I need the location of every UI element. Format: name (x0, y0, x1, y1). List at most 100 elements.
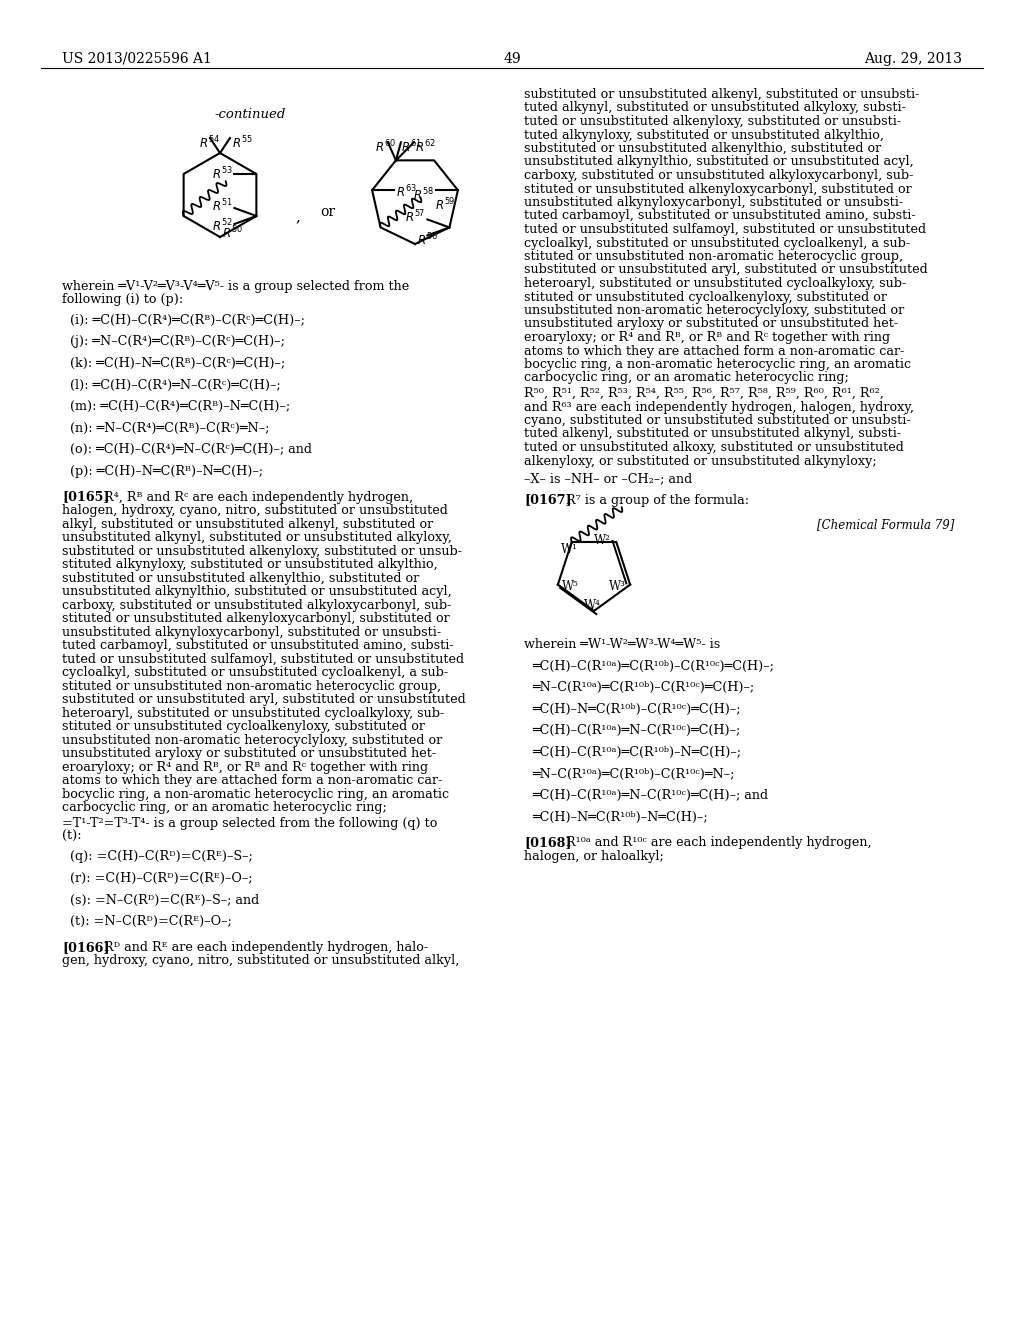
Text: (n): ═N–C(R⁴)═C(Rᴮ)–C(Rᶜ)═N–;: (n): ═N–C(R⁴)═C(Rᴮ)–C(Rᶜ)═N–; (70, 422, 269, 434)
Text: following (i) to (p):: following (i) to (p): (62, 293, 183, 306)
Text: bocyclic ring, a non-aromatic heterocyclic ring, an aromatic: bocyclic ring, a non-aromatic heterocycl… (62, 788, 450, 800)
Text: $R^{59}$: $R^{59}$ (435, 197, 456, 214)
Text: (o): ═C(H)–C(R⁴)═N–C(Rᶜ)═C(H)–; and: (o): ═C(H)–C(R⁴)═N–C(Rᶜ)═C(H)–; and (70, 444, 312, 457)
Text: tuted or unsubstituted sulfamoyl, substituted or unsubstituted: tuted or unsubstituted sulfamoyl, substi… (524, 223, 926, 236)
Text: halogen, or haloalkyl;: halogen, or haloalkyl; (524, 850, 664, 863)
Text: unsubstituted non-aromatic heterocyclyloxy, substituted or: unsubstituted non-aromatic heterocyclylo… (524, 304, 904, 317)
Text: (p): ═C(H)–N═C(Rᴮ)–N═C(H)–;: (p): ═C(H)–N═C(Rᴮ)–N═C(H)–; (70, 465, 263, 478)
Text: unsubstituted alkynyloxycarbonyl, substituted or unsubsti-: unsubstituted alkynyloxycarbonyl, substi… (524, 195, 903, 209)
Text: [0168]: [0168] (524, 837, 571, 849)
Text: -continued: -continued (215, 108, 287, 121)
Text: ═C(H)–N═C(R¹⁰ᵇ)–N═C(H)–;: ═C(H)–N═C(R¹⁰ᵇ)–N═C(H)–; (532, 810, 708, 824)
Text: Aug. 29, 2013: Aug. 29, 2013 (864, 51, 962, 66)
Text: ═C(H)–C(R¹⁰ᵃ)═N–C(R¹⁰ᶜ)═C(H)–; and: ═C(H)–C(R¹⁰ᵃ)═N–C(R¹⁰ᶜ)═C(H)–; and (532, 789, 768, 803)
Text: W³: W³ (609, 581, 626, 593)
Text: (l): ═C(H)–C(R⁴)═N–C(Rᶜ)═C(H)–;: (l): ═C(H)–C(R⁴)═N–C(Rᶜ)═C(H)–; (70, 379, 281, 392)
Text: $R^{51}$: $R^{51}$ (212, 198, 232, 214)
Text: substituted or unsubstituted aryl, substituted or unsubstituted: substituted or unsubstituted aryl, subst… (524, 264, 928, 276)
Text: substituted or unsubstituted alkenylthio, substituted or: substituted or unsubstituted alkenylthio… (62, 572, 419, 585)
Text: tuted carbamoyl, substituted or unsubstituted amino, substi-: tuted carbamoyl, substituted or unsubsti… (62, 639, 454, 652)
Text: W¹: W¹ (561, 543, 579, 556)
Text: (i): ═C(H)–C(R⁴)═C(Rᴮ)–C(Rᶜ)═C(H)–;: (i): ═C(H)–C(R⁴)═C(Rᴮ)–C(Rᶜ)═C(H)–; (70, 314, 305, 327)
Text: US 2013/0225596 A1: US 2013/0225596 A1 (62, 51, 212, 66)
Text: (m): ═C(H)–C(R⁴)═C(Rᴮ)–N═C(H)–;: (m): ═C(H)–C(R⁴)═C(Rᴮ)–N═C(H)–; (70, 400, 290, 413)
Text: R⁷ is a group of the formula:: R⁷ is a group of the formula: (566, 494, 750, 507)
Text: (r): =C(H)–C(Rᴰ)=C(Rᴱ)–O–;: (r): =C(H)–C(Rᴰ)=C(Rᴱ)–O–; (70, 873, 253, 884)
Text: $R^{58}$: $R^{58}$ (413, 187, 434, 203)
Text: cycloalkyl, substituted or unsubstituted cycloalkenyl, a sub-: cycloalkyl, substituted or unsubstituted… (524, 236, 910, 249)
Text: (q): =C(H)–C(Rᴰ)=C(Rᴱ)–S–;: (q): =C(H)–C(Rᴰ)=C(Rᴱ)–S–; (70, 850, 253, 863)
Text: =T¹-T²=T³-T⁴- is a group selected from the following (q) to: =T¹-T²=T³-T⁴- is a group selected from t… (62, 817, 437, 829)
Text: stituted or unsubstituted cycloalkenyloxy, substituted or: stituted or unsubstituted cycloalkenylox… (62, 719, 425, 733)
Text: substituted or unsubstituted alkenyl, substituted or unsubsti-: substituted or unsubstituted alkenyl, su… (524, 88, 920, 102)
Text: unsubstituted aryloxy or substituted or unsubstituted het-: unsubstituted aryloxy or substituted or … (62, 747, 436, 760)
Text: (t): =N–C(Rᴰ)=C(Rᴱ)–O–;: (t): =N–C(Rᴰ)=C(Rᴱ)–O–; (70, 915, 231, 928)
Text: carboxy, substituted or unsubstituted alkyloxycarbonyl, sub-: carboxy, substituted or unsubstituted al… (524, 169, 913, 182)
Text: wherein ═V¹-V²═V³-V⁴═V⁵- is a group selected from the: wherein ═V¹-V²═V³-V⁴═V⁵- is a group sele… (62, 280, 410, 293)
Text: (s): =N–C(Rᴰ)=C(Rᴱ)–S–; and: (s): =N–C(Rᴰ)=C(Rᴱ)–S–; and (70, 894, 259, 907)
Text: unsubstituted aryloxy or substituted or unsubstituted het-: unsubstituted aryloxy or substituted or … (524, 318, 898, 330)
Text: carbocyclic ring, or an aromatic heterocyclic ring;: carbocyclic ring, or an aromatic heteroc… (524, 371, 849, 384)
Text: (t):: (t): (62, 830, 82, 843)
Text: tuted alkynyl, substituted or unsubstituted alkyloxy, substi-: tuted alkynyl, substituted or unsubstitu… (524, 102, 906, 115)
Text: (j): ═N–C(R⁴)═C(Rᴮ)–C(Rᶜ)═C(H)–;: (j): ═N–C(R⁴)═C(Rᴮ)–C(Rᶜ)═C(H)–; (70, 335, 285, 348)
Text: stituted or unsubstituted non-aromatic heterocyclic group,: stituted or unsubstituted non-aromatic h… (62, 680, 441, 693)
Text: substituted or unsubstituted alkenylthio, substituted or: substituted or unsubstituted alkenylthio… (524, 143, 882, 154)
Text: tuted or unsubstituted sulfamoyl, substituted or unsubstituted: tuted or unsubstituted sulfamoyl, substi… (62, 652, 464, 665)
Text: $R^{53}$: $R^{53}$ (212, 166, 232, 182)
Text: [0165]: [0165] (62, 491, 110, 503)
Text: $R^{55}$: $R^{55}$ (232, 135, 253, 152)
Text: cyano, substituted or unsubstituted substituted or unsubsti-: cyano, substituted or unsubstituted subs… (524, 414, 910, 426)
Text: W⁴: W⁴ (584, 599, 600, 612)
Text: heteroaryl, substituted or unsubstituted cycloalkyloxy, sub-: heteroaryl, substituted or unsubstituted… (62, 706, 444, 719)
Text: $R^{62}$: $R^{62}$ (415, 139, 435, 154)
Text: stituted or unsubstituted alkenyloxycarbonyl, substituted or: stituted or unsubstituted alkenyloxycarb… (62, 612, 450, 626)
Text: Rᴰ and Rᴱ are each independently hydrogen, halo-: Rᴰ and Rᴱ are each independently hydroge… (104, 941, 428, 954)
Text: substituted or unsubstituted aryl, substituted or unsubstituted: substituted or unsubstituted aryl, subst… (62, 693, 466, 706)
Text: R⁴, Rᴮ and Rᶜ are each independently hydrogen,: R⁴, Rᴮ and Rᶜ are each independently hyd… (104, 491, 413, 503)
Text: or: or (319, 205, 335, 219)
Text: wherein ═W¹-W²═W³-W⁴═W⁵- is: wherein ═W¹-W²═W³-W⁴═W⁵- is (524, 638, 720, 651)
Text: [0167]: [0167] (524, 494, 571, 507)
Text: $R^{50}$: $R^{50}$ (222, 224, 243, 242)
Text: stituted or unsubstituted cycloalkenyloxy, substituted or: stituted or unsubstituted cycloalkenylox… (524, 290, 887, 304)
Text: unsubstituted alkynyloxycarbonyl, substituted or unsubsti-: unsubstituted alkynyloxycarbonyl, substi… (62, 626, 441, 639)
Text: $R^{52}$: $R^{52}$ (212, 218, 232, 235)
Text: cycloalkyl, substituted or unsubstituted cycloalkenyl, a sub-: cycloalkyl, substituted or unsubstituted… (62, 667, 449, 678)
Text: $R^{57}$: $R^{57}$ (406, 209, 425, 226)
Text: tuted alkenyl, substituted or unsubstituted alkynyl, substi-: tuted alkenyl, substituted or unsubstitu… (524, 428, 901, 441)
Text: stituted alkynyloxy, substituted or unsubstituted alkylthio,: stituted alkynyloxy, substituted or unsu… (62, 558, 437, 572)
Text: atoms to which they are attached form a non-aromatic car-: atoms to which they are attached form a … (524, 345, 904, 358)
Text: [Chemical Formula 79]: [Chemical Formula 79] (816, 517, 954, 531)
Text: bocyclic ring, a non-aromatic heterocyclic ring, an aromatic: bocyclic ring, a non-aromatic heterocycl… (524, 358, 911, 371)
Text: R⁵⁰, R⁵¹, R⁵², R⁵³, R⁵⁴, R⁵⁵, R⁵⁶, R⁵⁷, R⁵⁸, R⁵⁹, R⁶⁰, R⁶¹, R⁶²,: R⁵⁰, R⁵¹, R⁵², R⁵³, R⁵⁴, R⁵⁵, R⁵⁶, R⁵⁷, … (524, 387, 884, 400)
Text: ═C(H)–C(R¹⁰ᵃ)═N–C(R¹⁰ᶜ)═C(H)–;: ═C(H)–C(R¹⁰ᵃ)═N–C(R¹⁰ᶜ)═C(H)–; (532, 725, 740, 738)
Text: $R^{60}$: $R^{60}$ (376, 139, 396, 154)
Text: halogen, hydroxy, cyano, nitro, substituted or unsubstituted: halogen, hydroxy, cyano, nitro, substitu… (62, 504, 447, 517)
Text: stituted or unsubstituted alkenyloxycarbonyl, substituted or: stituted or unsubstituted alkenyloxycarb… (524, 182, 911, 195)
Text: tuted or unsubstituted alkenyloxy, substituted or unsubsti-: tuted or unsubstituted alkenyloxy, subst… (524, 115, 901, 128)
Text: ═N–C(R¹⁰ᵃ)═C(R¹⁰ᵇ)–C(R¹⁰ᶜ)═N–;: ═N–C(R¹⁰ᵃ)═C(R¹⁰ᵇ)–C(R¹⁰ᶜ)═N–; (532, 767, 734, 780)
Text: $R^{54}$: $R^{54}$ (200, 135, 220, 152)
Text: unsubstituted non-aromatic heterocyclyloxy, substituted or: unsubstituted non-aromatic heterocyclylo… (62, 734, 442, 747)
Text: (k): ═C(H)–N═C(Rᴮ)–C(Rᶜ)═C(H)–;: (k): ═C(H)–N═C(Rᴮ)–C(Rᶜ)═C(H)–; (70, 356, 285, 370)
Text: carboxy, substituted or unsubstituted alkyloxycarbonyl, sub-: carboxy, substituted or unsubstituted al… (62, 598, 452, 611)
Text: [0166]: [0166] (62, 941, 110, 954)
Text: heteroaryl, substituted or unsubstituted cycloalkyloxy, sub-: heteroaryl, substituted or unsubstituted… (524, 277, 906, 290)
Text: ═C(H)–C(R¹⁰ᵃ)═C(R¹⁰ᵇ)–C(R¹⁰ᶜ)═C(H)–;: ═C(H)–C(R¹⁰ᵃ)═C(R¹⁰ᵇ)–C(R¹⁰ᶜ)═C(H)–; (532, 660, 774, 672)
Text: ,: , (295, 210, 300, 224)
Text: gen, hydroxy, cyano, nitro, substituted or unsubstituted alkyl,: gen, hydroxy, cyano, nitro, substituted … (62, 954, 460, 968)
Text: 49: 49 (503, 51, 521, 66)
Text: $R^{61}$: $R^{61}$ (401, 139, 422, 154)
Text: unsubstituted alkynylthio, substituted or unsubstituted acyl,: unsubstituted alkynylthio, substituted o… (524, 156, 913, 169)
Text: tuted carbamoyl, substituted or unsubstituted amino, substi-: tuted carbamoyl, substituted or unsubsti… (524, 210, 915, 223)
Text: $R^{56}$: $R^{56}$ (417, 232, 438, 248)
Text: tuted or unsubstituted alkoxy, substituted or unsubstituted: tuted or unsubstituted alkoxy, substitut… (524, 441, 904, 454)
Text: alkyl, substituted or unsubstituted alkenyl, substituted or: alkyl, substituted or unsubstituted alke… (62, 517, 433, 531)
Text: ═N–C(R¹⁰ᵃ)═C(R¹⁰ᵇ)–C(R¹⁰ᶜ)═C(H)–;: ═N–C(R¹⁰ᵃ)═C(R¹⁰ᵇ)–C(R¹⁰ᶜ)═C(H)–; (532, 681, 754, 694)
Text: unsubstituted alkynylthio, substituted or unsubstituted acyl,: unsubstituted alkynylthio, substituted o… (62, 585, 452, 598)
Text: alkenyloxy, or substituted or unsubstituted alkynyloxy;: alkenyloxy, or substituted or unsubstitu… (524, 454, 877, 467)
Text: eroaryloxy; or R⁴ and Rᴮ, or Rᴮ and Rᶜ together with ring: eroaryloxy; or R⁴ and Rᴮ, or Rᴮ and Rᶜ t… (62, 760, 428, 774)
Text: and R⁶³ are each independently hydrogen, halogen, hydroxy,: and R⁶³ are each independently hydrogen,… (524, 400, 914, 413)
Text: tuted alkynyloxy, substituted or unsubstituted alkylthio,: tuted alkynyloxy, substituted or unsubst… (524, 128, 884, 141)
